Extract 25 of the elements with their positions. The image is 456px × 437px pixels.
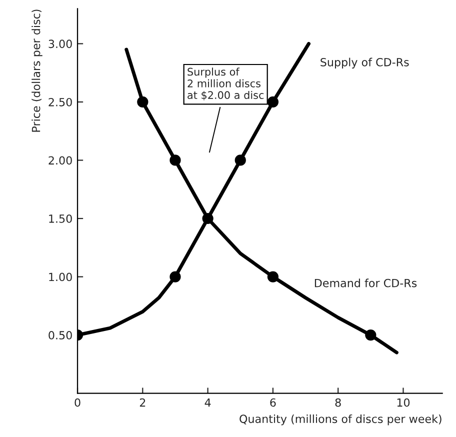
y-tick-label: 1.50 (49, 214, 72, 223)
point (137, 96, 148, 108)
point (267, 271, 279, 282)
x-tick-label: 6 (270, 398, 276, 407)
point (365, 329, 376, 341)
point (267, 96, 279, 108)
annotation: Surplus of 2 million discs at $2.00 a disc (188, 68, 264, 100)
x-tick-label: 0 (74, 398, 80, 407)
point (170, 271, 181, 282)
x-tick-label: 2 (140, 398, 146, 407)
x-tick-label: 4 (204, 398, 211, 407)
point (202, 212, 214, 224)
x-tick-label: 10 (397, 398, 410, 407)
y-tick-label: 3.00 (48, 40, 72, 48)
y-tick-label: 0.50 (48, 331, 72, 340)
y-tick-label: 1.00 (49, 272, 72, 282)
point (170, 154, 181, 166)
y-tick-label: 2.50 (48, 98, 72, 106)
point (234, 154, 246, 166)
x-tick-label: 8 (335, 398, 341, 407)
series-label: Supply of CD-Rs (320, 58, 409, 69)
x-axis-title: Quantity (millions of discs per week) (240, 414, 442, 426)
series-label: Demand for CD-Rs (314, 278, 417, 288)
y-axis-title: Price (dollars per disc) (32, 10, 42, 132)
y-tick-label: 2.00 (48, 156, 72, 165)
